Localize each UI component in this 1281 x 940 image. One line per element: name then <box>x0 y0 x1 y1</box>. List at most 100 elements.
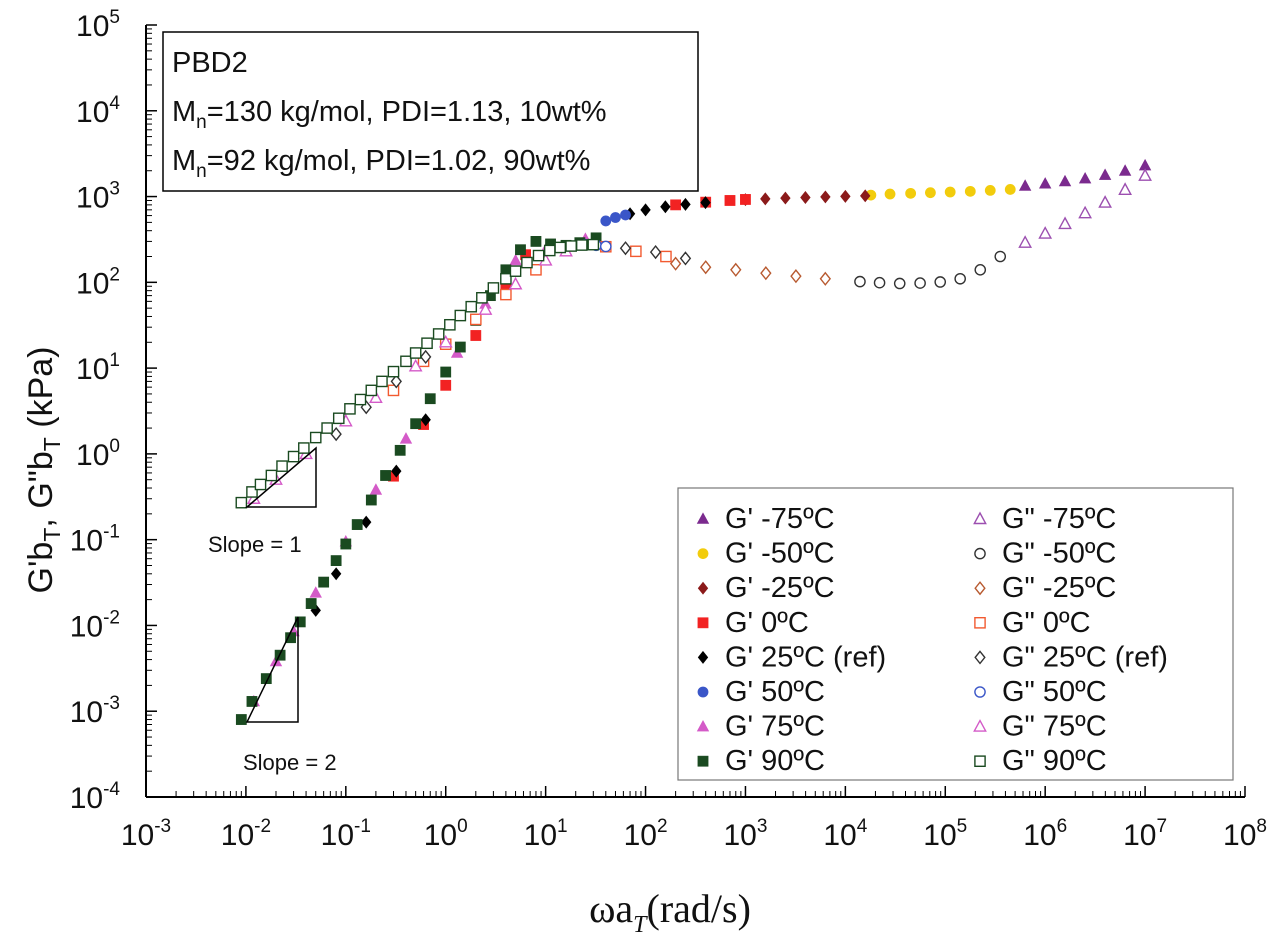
legend-item: G" -75ºC <box>973 503 1116 535</box>
data-point <box>760 266 772 281</box>
data-point <box>361 515 372 529</box>
data-point <box>925 187 936 199</box>
data-point <box>309 586 322 598</box>
data-point <box>390 374 402 389</box>
info-box-frame <box>162 31 699 192</box>
data-point <box>944 186 956 198</box>
data-point <box>1018 235 1033 248</box>
data-point <box>476 292 488 304</box>
data-point <box>487 282 500 294</box>
data-point <box>500 272 512 285</box>
y-tick-label: 10-1 <box>70 522 120 558</box>
data-point <box>1118 182 1132 195</box>
data-point <box>1098 168 1112 180</box>
legend-item: G" -50ºC <box>974 538 1116 570</box>
data-point <box>470 313 482 326</box>
legend-marker <box>697 581 709 595</box>
y-tick-label: 100 <box>76 436 120 472</box>
data-point <box>298 442 310 454</box>
legend-item: G' 75ºC <box>696 711 825 743</box>
data-point <box>410 418 422 430</box>
series-5 <box>600 209 631 227</box>
legend-item: G" 25ºC (ref) <box>974 641 1168 673</box>
data-point <box>640 203 651 217</box>
data-point <box>276 460 288 472</box>
legend-label: G" -50ºC <box>1002 538 1116 570</box>
legend-frame <box>677 487 1234 781</box>
data-point <box>509 253 522 266</box>
series-9 <box>854 250 1007 290</box>
data-point <box>369 390 383 404</box>
legend-marker <box>696 512 710 524</box>
data-point <box>873 276 886 289</box>
legend-label: G" -25ºC <box>1002 572 1116 604</box>
legend-item: G" 90ºC <box>974 745 1107 777</box>
x-tick-label: 101 <box>524 816 568 852</box>
data-point <box>409 347 422 359</box>
data-point <box>994 250 1007 263</box>
x-tick-label: 10-3 <box>121 816 171 852</box>
data-point <box>620 209 631 221</box>
legend-marker <box>974 617 986 629</box>
data-point <box>554 241 567 254</box>
data-point <box>893 277 906 290</box>
data-point <box>330 427 342 442</box>
legend-item: G" -25ºC <box>974 572 1116 604</box>
data-point <box>391 464 402 478</box>
data-point <box>800 191 811 204</box>
legend-item: G" 0ºC <box>974 607 1091 639</box>
legend-marker <box>697 617 709 629</box>
legend-marker <box>697 755 709 767</box>
data-series <box>235 158 1152 725</box>
data-point <box>934 276 947 288</box>
data-point <box>1118 164 1132 176</box>
data-point <box>344 403 356 415</box>
data-point <box>1004 184 1016 195</box>
slope-2-triangle <box>245 616 299 723</box>
info-box: PBD2 Mn=130 kg/mol, PDI=1.13, 10wt% Mn=9… <box>162 31 699 192</box>
data-point <box>1078 205 1092 219</box>
data-point <box>470 330 482 341</box>
data-point <box>265 469 278 482</box>
data-point <box>330 567 342 581</box>
data-point <box>380 470 391 481</box>
data-point <box>235 496 248 509</box>
legend-marker <box>697 686 709 698</box>
data-point <box>305 598 317 609</box>
data-point <box>365 494 377 506</box>
legend-label: G' 50ºC <box>725 676 825 708</box>
data-point <box>760 192 771 206</box>
data-point <box>1058 216 1072 230</box>
slope-2-label: Slope = 2 <box>243 750 337 775</box>
data-point <box>884 188 896 200</box>
data-point <box>340 538 352 550</box>
data-point <box>419 349 432 365</box>
data-point <box>438 334 453 348</box>
data-point <box>354 393 367 406</box>
data-point <box>530 236 542 247</box>
data-point <box>724 195 736 206</box>
data-point <box>1058 174 1072 187</box>
x-tick-label: 104 <box>823 816 867 852</box>
data-point <box>521 256 533 269</box>
data-point <box>432 328 445 340</box>
data-point <box>246 486 258 498</box>
legend-item: G" 75ºC <box>973 711 1107 743</box>
legend-marker <box>697 650 709 664</box>
legend-item: G" 50ºC <box>974 676 1107 708</box>
data-point <box>700 260 712 275</box>
x-tick-label: 108 <box>1223 816 1267 852</box>
data-point <box>454 309 467 322</box>
x-tick-label: 105 <box>923 816 967 852</box>
info-box-line-1: Mn=130 kg/mol, PDI=1.13, 10wt% <box>172 96 607 133</box>
legend-marker <box>973 719 987 732</box>
data-point <box>599 240 612 253</box>
data-point <box>321 422 333 434</box>
data-point <box>365 384 378 397</box>
data-point <box>600 215 612 227</box>
data-point <box>670 199 682 211</box>
data-point <box>254 478 267 491</box>
y-tick-label: 105 <box>76 7 120 43</box>
legend-label: G' -25ºC <box>725 572 835 604</box>
